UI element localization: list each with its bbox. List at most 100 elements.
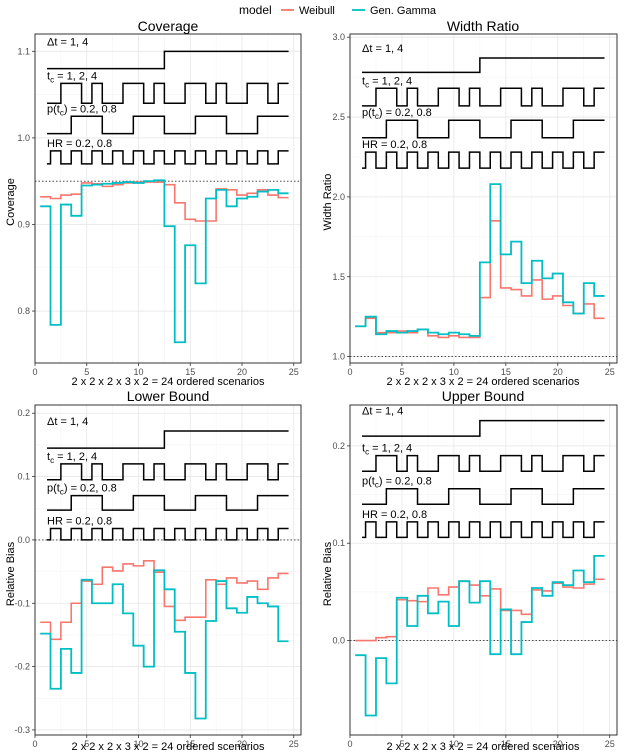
x-tick-label: 15 <box>501 367 511 377</box>
panel-border <box>34 404 302 736</box>
x-tick-label: 15 <box>501 739 511 749</box>
y-axis-label: Relative Bias <box>5 541 17 606</box>
y-axis-label: Coverage <box>5 178 17 226</box>
y-tick-label: 1.1 <box>17 46 30 56</box>
ann-label-p: p(tc) = 0.2, 0.8 <box>362 476 432 490</box>
ann-line-hr <box>362 151 605 169</box>
x-axis-label: 2 x 2 x 2 x 3 x 2 = 24 ordered scenarios <box>72 376 265 388</box>
x-tick-label: 25 <box>605 367 615 377</box>
panel-border <box>349 404 618 736</box>
y-tick-label: 0.1 <box>332 538 345 548</box>
ann-line-tc <box>362 454 605 472</box>
panel-3: Δt = 1, 4 tc = 1, 2, 4 p(tc) = 0.2, 0.8 HR … <box>5 388 302 753</box>
x-tick-label: 20 <box>237 739 247 749</box>
y-tick-label: 0.2 <box>332 441 345 451</box>
ann-line-p <box>47 494 289 511</box>
ann-label-dt: Δt = 1, 4 <box>47 36 88 48</box>
ann-line-hr <box>47 527 289 541</box>
y-tick-label: 1.0 <box>332 352 345 362</box>
ann-label-tc: tc = 1, 2, 4 <box>362 75 412 89</box>
ann-line-p <box>47 115 289 135</box>
ann-line-dt <box>47 50 289 70</box>
x-tick-label: 0 <box>32 367 37 377</box>
x-tick-label: 25 <box>289 739 299 749</box>
ann-line-dt <box>47 430 289 449</box>
panel-border <box>349 33 618 364</box>
x-tick-label: 10 <box>133 739 143 749</box>
series-gen-gamma <box>355 554 605 717</box>
y-axis-label: Relative Bias <box>322 541 334 606</box>
y-tick-label: -0.3 <box>14 725 30 735</box>
gridlines <box>34 405 301 735</box>
y-tick-label: 0.0 <box>332 636 345 646</box>
y-tick-label: 0.8 <box>17 306 30 316</box>
y-tick-label: -0.1 <box>14 598 30 608</box>
ann-label-tc: tc = 1, 2, 4 <box>47 451 97 465</box>
y-tick-label: 1.0 <box>17 133 30 143</box>
ann-line-p <box>362 119 605 139</box>
x-tick-label: 0 <box>32 739 37 749</box>
ann-line-dt <box>362 57 605 74</box>
legend-title: model <box>239 3 272 17</box>
y-tick-label: 1.5 <box>332 272 345 282</box>
ann-label-dt: Δt = 1, 4 <box>47 416 88 428</box>
x-axis-label: 2 x 2 x 2 x 3 x 2 = 24 ordered scenarios <box>387 376 580 388</box>
x-tick-label: 20 <box>553 367 563 377</box>
x-axis-label: 2 x 2 x 2 x 3 x 2 = 24 ordered scenarios <box>72 741 265 753</box>
legend: model Weibull Gen. Gamma <box>239 3 437 17</box>
series-line <box>40 179 289 344</box>
y-tick-label: 0.9 <box>17 219 30 229</box>
panel-2: Δt = 1, 4 tc = 1, 2, 4 p(tc) = 0.2, 0.8 HR … <box>322 18 618 388</box>
ann-label-p: p(tc) = 0.2, 0.8 <box>362 107 432 121</box>
x-tick-label: 5 <box>399 367 404 377</box>
y-tick-label: 0.0 <box>17 535 30 545</box>
x-tick-label: 25 <box>289 367 299 377</box>
x-tick-label: 5 <box>84 739 89 749</box>
x-tick-label: 10 <box>449 739 459 749</box>
series-gen-gamma <box>355 183 605 337</box>
x-tick-label: 0 <box>347 739 352 749</box>
legend-label-weibull: Weibull <box>299 5 335 17</box>
x-tick-label: 20 <box>237 367 247 377</box>
ann-label-hr: HR = 0.2, 0.8 <box>47 516 112 528</box>
ann-line-hr <box>47 150 289 165</box>
x-tick-label: 25 <box>605 739 615 749</box>
panel-title: Upper Bound <box>442 388 525 404</box>
y-tick-label: 0.1 <box>17 472 30 482</box>
x-tick-label: 20 <box>553 739 563 749</box>
y-tick-label: 3.0 <box>332 32 345 42</box>
x-tick-label: 0 <box>347 367 352 377</box>
panel-1: Δt = 1, 4 tc = 1, 2, 4 p(tc) = 0.2, 0.8 HR … <box>5 18 302 388</box>
y-tick-label: -0.2 <box>14 662 30 672</box>
x-tick-label: 5 <box>84 367 89 377</box>
ann-label-tc: tc = 1, 2, 4 <box>362 443 412 457</box>
y-tick-label: 2.5 <box>332 112 345 122</box>
series-line <box>40 569 289 720</box>
panel-title: Coverage <box>138 18 199 34</box>
x-tick-label: 10 <box>449 367 459 377</box>
x-tick-label: 15 <box>185 367 195 377</box>
y-tick-label: 0.2 <box>17 408 30 418</box>
y-axis-label: Width Ratio <box>322 174 334 231</box>
series-line <box>355 183 605 337</box>
ann-line-tc <box>362 87 605 107</box>
series-gen-gamma <box>40 569 289 720</box>
panel-title: Lower Bound <box>127 388 210 404</box>
x-tick-label: 5 <box>399 739 404 749</box>
ann-label-hr: HR = 0.2, 0.8 <box>362 509 427 521</box>
y-tick-label: 2.0 <box>332 192 345 202</box>
ann-label-tc: tc = 1, 2, 4 <box>47 70 97 84</box>
ann-line-hr <box>362 521 605 539</box>
ann-label-dt: Δt = 1, 4 <box>362 43 403 55</box>
ann-line-tc <box>47 463 289 481</box>
ann-label-p: p(tc) = 0.2, 0.8 <box>47 483 117 497</box>
ann-line-dt <box>362 419 605 437</box>
legend-label-gen-gamma: Gen. Gamma <box>370 5 437 17</box>
panel-title: Width Ratio <box>447 18 520 34</box>
series-line <box>355 554 605 717</box>
ann-label-hr: HR = 0.2, 0.8 <box>47 138 112 150</box>
x-axis-label: 2 x 2 x 2 x 3 x 2 = 24 ordered scenarios <box>387 741 580 753</box>
x-tick-label: 10 <box>133 367 143 377</box>
ann-label-dt: Δt = 1, 4 <box>362 406 403 418</box>
